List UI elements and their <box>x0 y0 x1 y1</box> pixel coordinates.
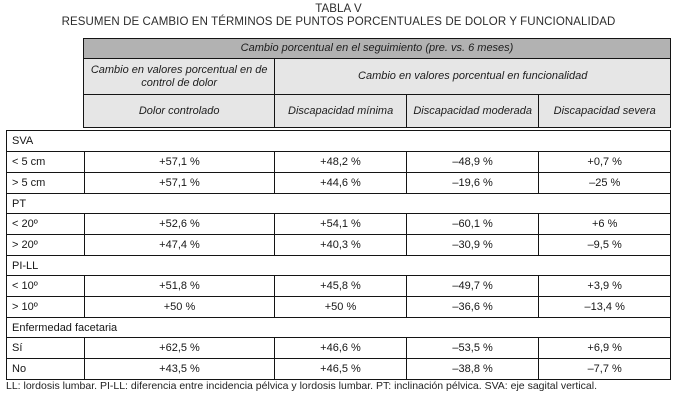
cell-moderate: –60,1 % <box>405 214 539 234</box>
table-row: No +43,5 % +46,5 % –38,8 % –7,7 % <box>7 358 670 379</box>
section-row-pt: PT <box>7 193 670 213</box>
table-body: SVA < 5 cm +57,1 % +48,2 % –48,9 % +0,7 … <box>6 130 671 380</box>
cell-pain: +47,4 % <box>83 235 274 255</box>
row-label: > 20º <box>12 239 38 251</box>
cell-moderate: –36,6 % <box>405 297 539 317</box>
header-followup-label: Cambio porcentual en el seguimiento (pre… <box>240 42 514 54</box>
column-header-severe-disability: Discapacidad severa <box>538 95 670 127</box>
cell-severe: –9,5 % <box>538 235 670 255</box>
cell-minimal: +48,2 % <box>274 152 406 172</box>
header-row-groups: Cambio en valores porcentual en de contr… <box>84 58 670 94</box>
table-row: Sí +62,5 % +46,6 % –53,5 % +6,9 % <box>7 337 670 358</box>
cell-pain: +57,1 % <box>83 173 274 193</box>
table-header: Cambio porcentual en el seguimiento (pre… <box>83 38 671 128</box>
cell-minimal: +44,6 % <box>274 173 406 193</box>
header-row-followup: Cambio porcentual en el seguimiento (pre… <box>84 39 670 58</box>
cell-pain: +43,5 % <box>83 359 274 379</box>
section-label: Enfermedad facetaria <box>12 321 118 334</box>
column-header-minimal-disability: Discapacidad mínima <box>274 95 406 127</box>
section-row-pill: PI-LL <box>7 255 670 275</box>
cell-moderate: –53,5 % <box>405 338 539 358</box>
row-label: > 10º <box>12 301 38 313</box>
header-group-functionality: Cambio en valores porcentual en funciona… <box>274 59 670 94</box>
cell-moderate: –49,7 % <box>405 276 539 296</box>
cell-severe: +3,9 % <box>538 276 670 296</box>
row-label: No <box>12 363 27 375</box>
table-footnote: LL: lordosis lumbar. PI-LL: diferencia e… <box>6 380 598 392</box>
table-row: > 10º +50 % +50 % –36,6 % –13,4 % <box>7 296 670 317</box>
cell-pain: +51,8 % <box>83 276 274 296</box>
column-header-pain-controlled: Dolor controlado <box>138 104 220 117</box>
section-label: PI-LL <box>12 259 39 272</box>
cell-moderate: –30,9 % <box>405 235 539 255</box>
row-label: < 5 cm <box>12 156 46 168</box>
cell-severe: –25 % <box>538 173 670 193</box>
table-row: < 20º +52,6 % +54,1 % –60,1 % +6 % <box>7 213 670 234</box>
header-group-pain: Cambio en valores porcentual en de contr… <box>90 63 268 89</box>
cell-severe: +0,7 % <box>538 152 670 172</box>
table-caption: TABLA V RESUMEN DE CAMBIO EN TÉRMINOS DE… <box>0 3 677 29</box>
cell-severe: –13,4 % <box>538 297 670 317</box>
cell-pain: +52,6 % <box>83 214 274 234</box>
section-label: SVA <box>12 135 34 147</box>
table-number: TABLA V <box>315 3 362 15</box>
cell-pain: +57,1 % <box>83 152 274 172</box>
table-row: > 5 cm +57,1 % +44,6 % –19,6 % –25 % <box>7 172 670 193</box>
table-title: RESUMEN DE CAMBIO EN TÉRMINOS DE PUNTOS … <box>61 16 616 28</box>
header-row-columns: Dolor controlado Discapacidad mínima Dis… <box>84 94 670 127</box>
cell-minimal: +50 % <box>274 297 406 317</box>
section-row-sva: SVA <box>7 131 670 151</box>
cell-pain: +62,5 % <box>83 338 274 358</box>
cell-pain: +50 % <box>83 297 274 317</box>
cell-moderate: –38,8 % <box>405 359 539 379</box>
row-label: > 5 cm <box>12 177 46 189</box>
cell-minimal: +45,8 % <box>274 276 406 296</box>
cell-severe: +6,9 % <box>538 338 670 358</box>
row-label: Sí <box>12 342 23 354</box>
table-row: > 20º +47,4 % +40,3 % –30,9 % –9,5 % <box>7 234 670 255</box>
row-label: < 20º <box>12 218 38 230</box>
cell-minimal: +54,1 % <box>274 214 406 234</box>
table-row: < 10º +51,8 % +45,8 % –49,7 % +3,9 % <box>7 275 670 296</box>
section-row-facet-disease: Enfermedad facetaria <box>7 317 670 337</box>
row-label: < 10º <box>12 280 38 292</box>
cell-severe: –7,7 % <box>538 359 670 379</box>
column-header-moderate-disability: Discapacidad moderada <box>405 95 539 127</box>
cell-minimal: +46,5 % <box>274 359 406 379</box>
cell-moderate: –48,9 % <box>405 152 539 172</box>
table-row: < 5 cm +57,1 % +48,2 % –48,9 % +0,7 % <box>7 151 670 172</box>
cell-severe: +6 % <box>538 214 670 234</box>
cell-moderate: –19,6 % <box>405 173 539 193</box>
section-label: PT <box>12 197 27 210</box>
cell-minimal: +40,3 % <box>274 235 406 255</box>
cell-minimal: +46,6 % <box>274 338 406 358</box>
